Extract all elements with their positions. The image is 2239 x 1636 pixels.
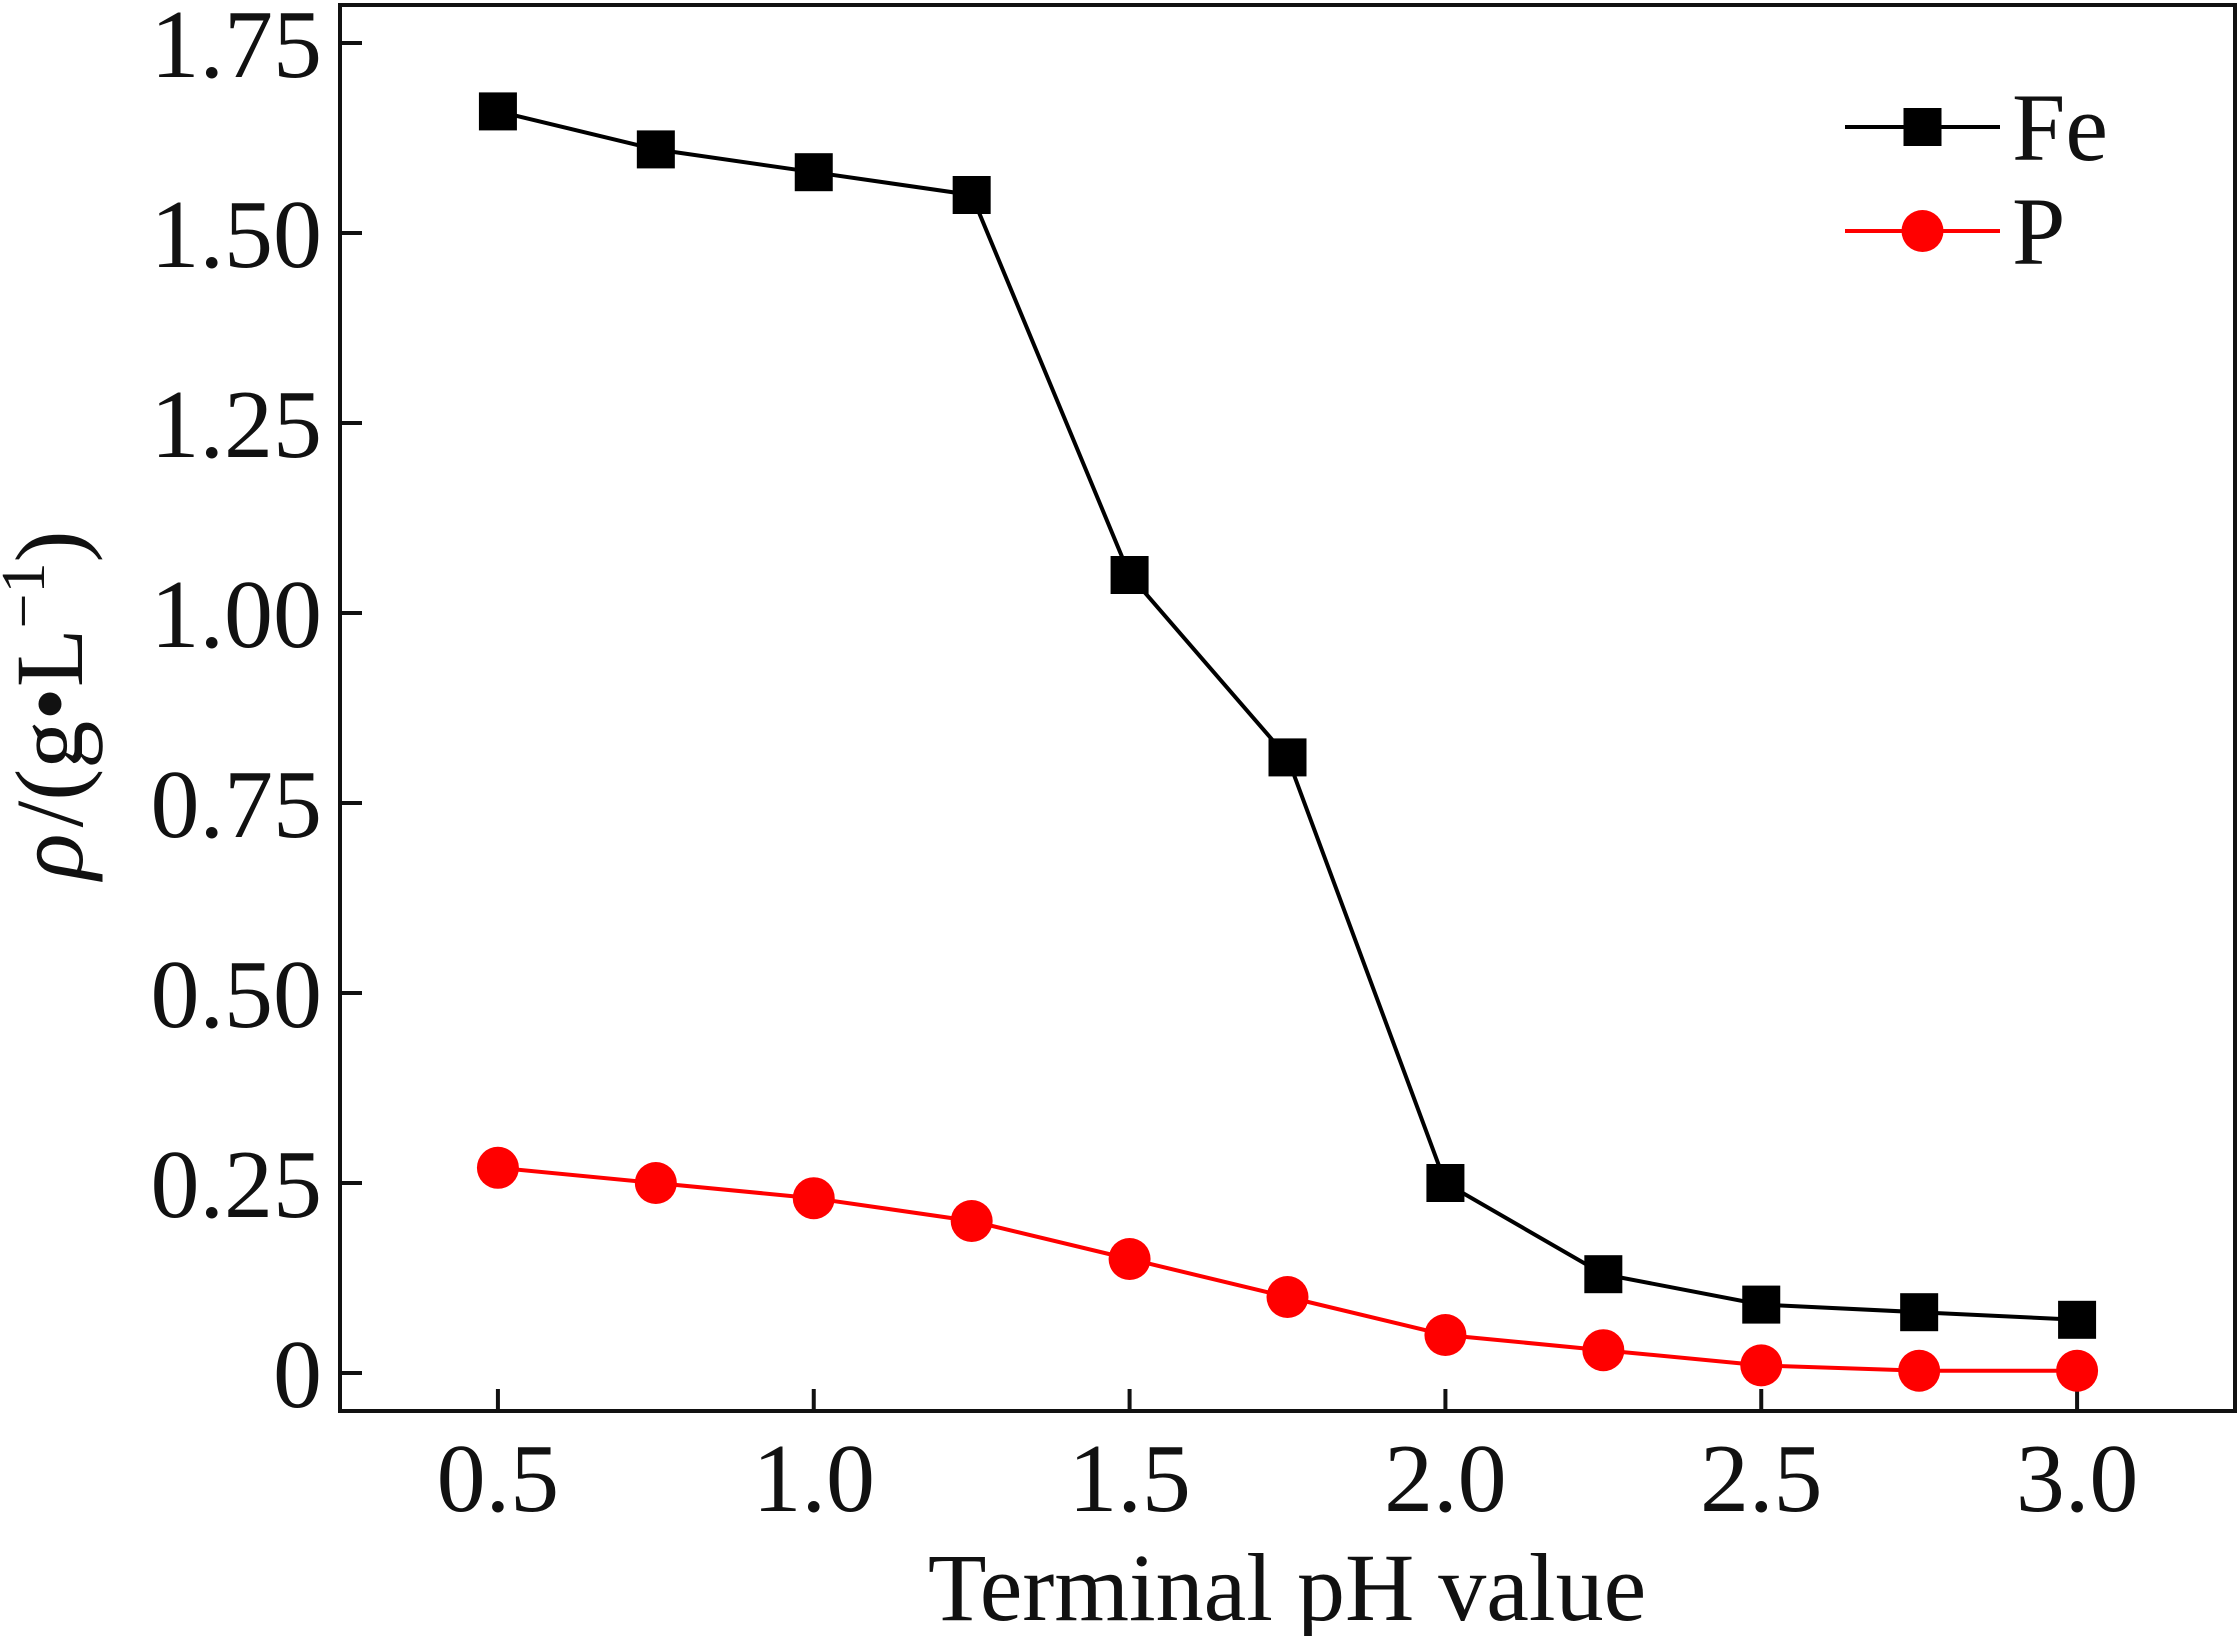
y-tick-label: 1.75: [151, 0, 323, 99]
data-point-p: [2056, 1349, 2099, 1392]
series-line-fe: [497, 109, 2078, 1322]
x-tick-label: 3.0: [2016, 1425, 2139, 1533]
legend-label-p: P: [2012, 178, 2065, 285]
data-point-fe: [1742, 1285, 1781, 1324]
data-point-fe: [1268, 738, 1307, 777]
data-point-fe: [1426, 1164, 1465, 1202]
legend-item-p: P: [1845, 178, 2065, 285]
data-point-fe: [2058, 1300, 2097, 1339]
y-tick-label: 1.50: [151, 181, 323, 289]
y-axis-title-superscript: −1: [0, 563, 58, 629]
x-tick-label: 2.0: [1384, 1425, 1507, 1533]
data-point-p: [792, 1177, 835, 1220]
y-axis-title-units: /(g•L: [0, 628, 103, 827]
data-point-p: [634, 1162, 677, 1204]
x-axis-ticks: 0.5 1.0 1.5 2.0 2.5 3.0: [437, 1389, 2139, 1533]
data-point-p: [1108, 1238, 1151, 1280]
x-axis-title: Terminal pH value: [928, 1534, 1646, 1636]
data-point-p: [950, 1200, 993, 1242]
y-axis-title-close: ): [0, 531, 103, 563]
data-point-fe: [636, 130, 675, 169]
data-point-fe: [1900, 1293, 1939, 1332]
y-tick-label: 0.25: [151, 1131, 323, 1239]
legend-label-fe: Fe: [2012, 74, 2108, 181]
series-fe: [478, 92, 2097, 1339]
data-point-p: [476, 1146, 519, 1189]
series-p: [476, 1146, 2099, 1392]
legend-item-fe: Fe: [1845, 74, 2108, 181]
plot-frame: [338, 3, 2237, 1413]
y-axis-ticks: 0 0.25 0.50 0.75 1.00 1.25 1.50 1.75: [151, 0, 362, 1429]
y-tick-label: 1.25: [151, 371, 323, 479]
legend-marker-p: [1901, 210, 1944, 252]
series-layer: [476, 92, 2099, 1392]
data-point-p: [1898, 1349, 1941, 1392]
data-point-p: [1266, 1276, 1309, 1318]
data-point-p: [1582, 1329, 1625, 1372]
y-tick-label: 1.00: [151, 561, 323, 669]
y-tick-label: 0.50: [151, 941, 323, 1049]
y-axis-title-rho: ρ: [0, 833, 103, 882]
data-point-fe: [952, 176, 991, 214]
y-tick-label: 0.75: [151, 751, 323, 859]
legend-marker-fe: [1903, 108, 1942, 146]
series-line-p: [497, 1165, 2078, 1373]
x-tick-label: 1.0: [753, 1425, 876, 1533]
legend: FeP: [1845, 74, 2108, 285]
x-tick-label: 1.5: [1068, 1425, 1191, 1533]
data-point-p: [1424, 1314, 1467, 1356]
data-point-fe: [478, 92, 517, 131]
x-tick-label: 2.5: [1700, 1425, 1823, 1533]
y-axis-title: ρ /(g•L−1): [0, 531, 103, 883]
data-point-fe: [1584, 1255, 1623, 1294]
data-point-p: [1740, 1344, 1783, 1387]
data-point-fe: [794, 153, 833, 192]
y-tick-label: 0: [273, 1321, 322, 1429]
x-tick-label: 0.5: [437, 1425, 560, 1533]
data-point-fe: [1110, 556, 1149, 594]
